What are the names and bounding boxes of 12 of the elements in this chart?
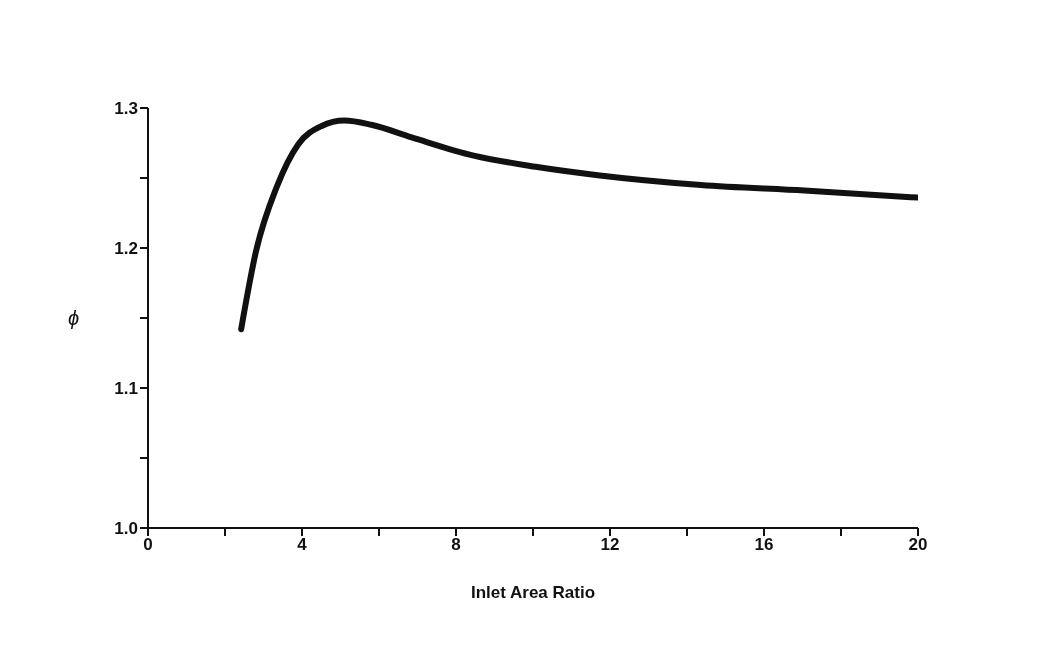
y-tick-label: 1.1 [114,379,138,399]
x-axis-title: Inlet Area Ratio [470,583,596,602]
x-tick-label: 4 [297,535,308,555]
x-tick-label: 8 [451,535,461,555]
x-tick-label: 20 [908,535,928,555]
x-tick-label: 16 [754,535,774,555]
y-tick-label: 1.0 [114,519,138,539]
x-tick-label: 12 [600,535,620,555]
y-axis-title: ϕ [68,307,80,330]
y-tick-label: 1.3 [114,99,138,119]
y-tick-label: 1.2 [114,239,138,259]
x-tick-label: 0 [143,535,153,555]
